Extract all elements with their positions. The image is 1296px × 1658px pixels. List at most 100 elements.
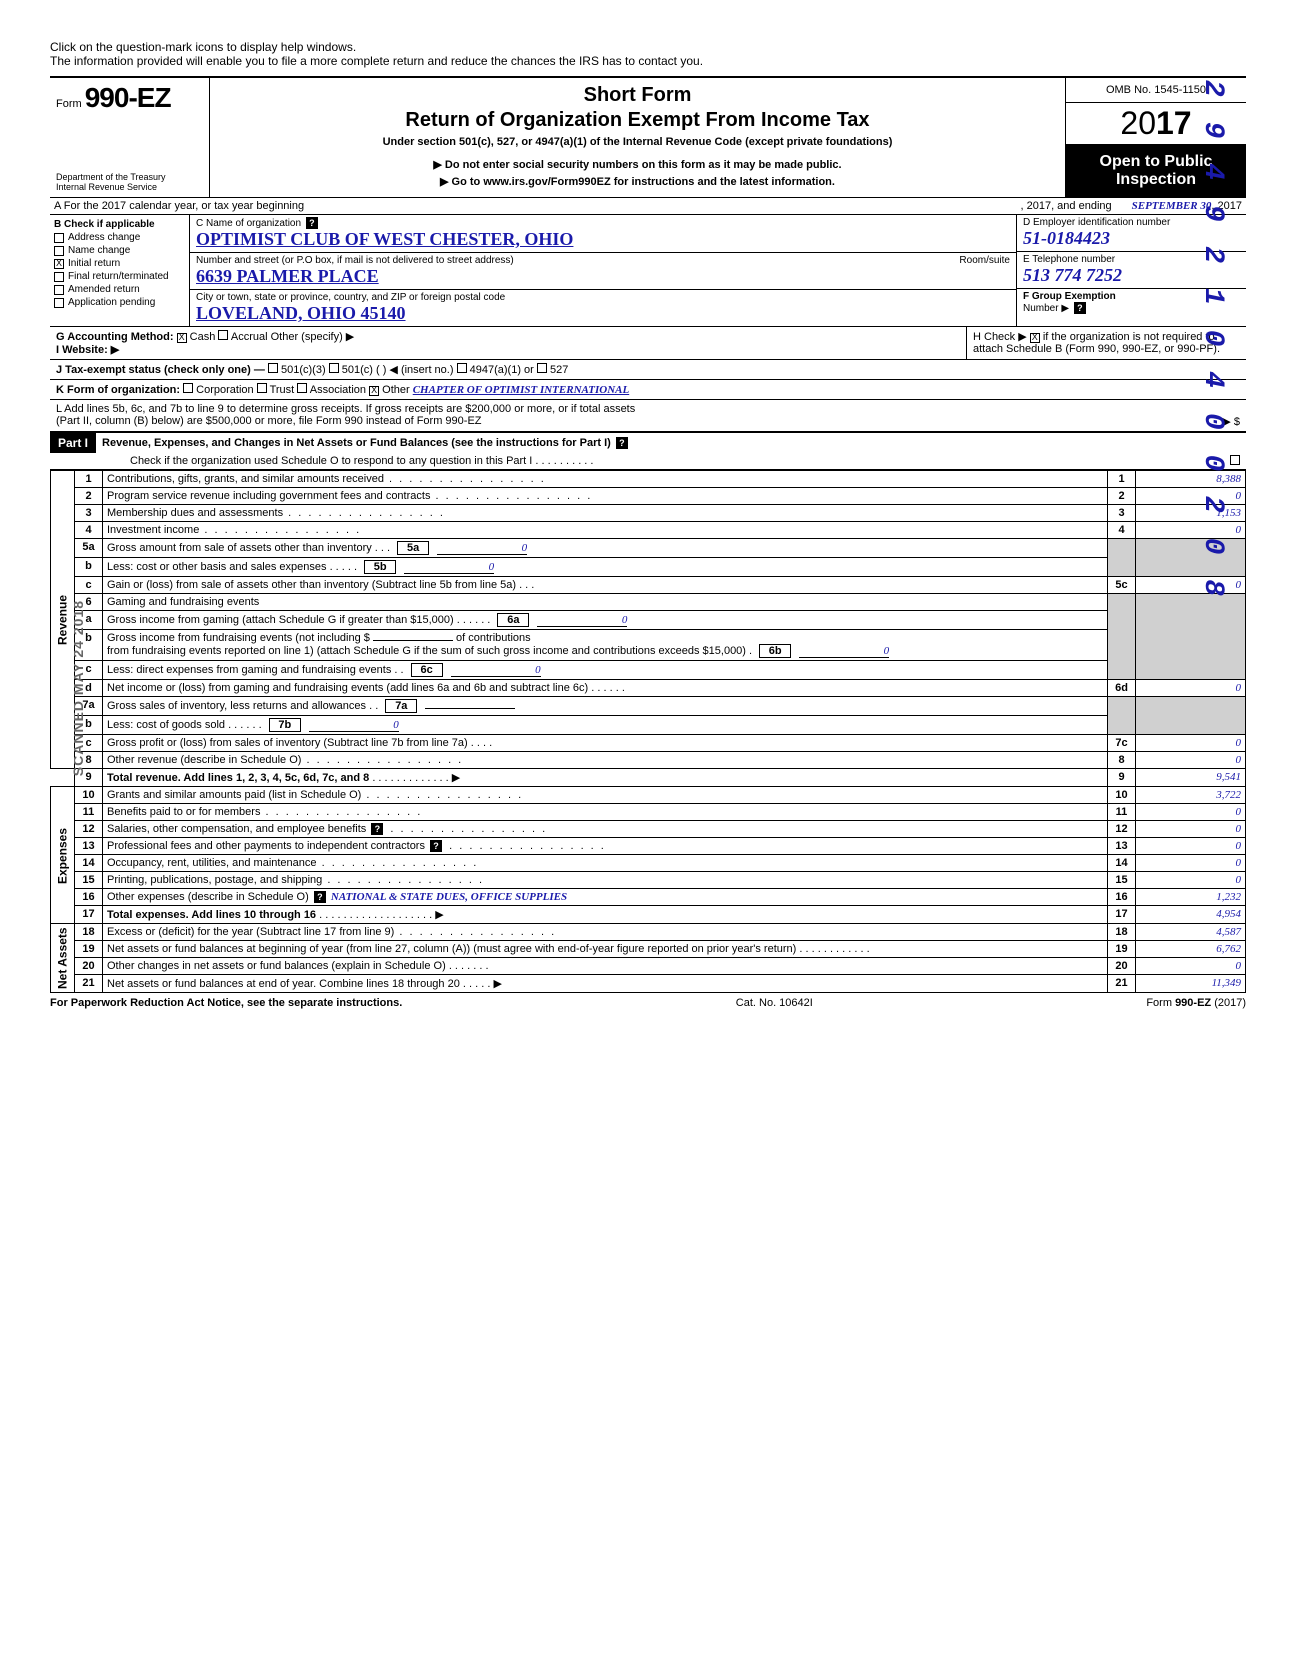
chk-schedule-b[interactable]: X: [1030, 333, 1040, 343]
other-org-value: CHAPTER OF OPTIMIST INTERNATIONAL: [413, 384, 629, 396]
org-name-value: OPTIMIST CLUB OF WEST CHESTER, OHIO: [196, 229, 1010, 250]
line-8: 8 Other revenue (describe in Schedule O)…: [51, 752, 1246, 769]
line-1: Revenue 1 Contributions, gifts, grants, …: [51, 471, 1246, 488]
line-12: 12 Salaries, other compensation, and emp…: [51, 821, 1246, 838]
chk-corp[interactable]: [183, 383, 193, 393]
val-12: 0: [1136, 821, 1246, 838]
val-11: 0: [1136, 804, 1246, 821]
chk-accrual[interactable]: [218, 330, 228, 340]
val-16: 1,232: [1136, 889, 1246, 906]
line-17: 17 Total expenses. Add lines 10 through …: [51, 906, 1246, 924]
org-city-row: City or town, state or province, country…: [190, 290, 1016, 326]
help-icon[interactable]: ?: [306, 217, 318, 229]
group-exempt-number: Number ▶: [1023, 303, 1069, 314]
return-title: Return of Organization Exempt From Incom…: [218, 109, 1057, 132]
line-5b: b Less: cost or other basis and sales ex…: [51, 558, 1246, 577]
line-6d: d Net income or (loss) from gaming and f…: [51, 680, 1246, 697]
row-l-text2: (Part II, column (B) below) are $500,000…: [56, 415, 482, 428]
line-5c: c Gain or (loss) from sale of assets oth…: [51, 577, 1246, 594]
header-center: Short Form Return of Organization Exempt…: [210, 78, 1066, 197]
help-icon[interactable]: ?: [371, 823, 383, 835]
group-exempt-label: F Group Exemption: [1023, 291, 1116, 302]
val-13: 0: [1136, 838, 1246, 855]
help-icon[interactable]: ?: [1074, 302, 1086, 314]
line-20: 20 Other changes in net assets or fund b…: [51, 958, 1246, 975]
line-7b: b Less: cost of goods sold . . . . . . 7…: [51, 716, 1246, 735]
line-9: 9 Total revenue. Add lines 1, 2, 3, 4, 5…: [51, 769, 1246, 787]
val-7c: 0: [1136, 735, 1246, 752]
vertical-id-number: 2 9 4 9 2 1 0 4 0 0 2 0 8: [1197, 80, 1228, 600]
col-b-title: B Check if applicable: [54, 219, 185, 230]
header-left: Form 990-EZ Department of the Treasury I…: [50, 78, 210, 197]
line-3: 3 Membership dues and assessments 3 1,15…: [51, 505, 1246, 522]
row-g-accounting: G Accounting Method: X Cash Accrual Othe…: [50, 327, 1246, 360]
org-form-label: K Form of organization:: [56, 384, 180, 396]
chk-trust[interactable]: [257, 383, 267, 393]
chk-address-change[interactable]: Address change: [54, 232, 185, 243]
page-footer: For Paperwork Reduction Act Notice, see …: [50, 993, 1246, 1013]
part1-title: Revenue, Expenses, and Changes in Net As…: [96, 434, 1246, 452]
form-header: Form 990-EZ Department of the Treasury I…: [50, 76, 1246, 198]
line-6b: b Gross income from fundraising events (…: [51, 630, 1246, 661]
chk-other-org[interactable]: X: [369, 386, 379, 396]
line-7c: c Gross profit or (loss) from sales of i…: [51, 735, 1246, 752]
footer-mid: Cat. No. 10642I: [736, 997, 813, 1009]
row-l-gross-receipts: L Add lines 5b, 6c, and 7b to line 9 to …: [50, 400, 1246, 432]
line-16: 16 Other expenses (describe in Schedule …: [51, 889, 1246, 906]
help-icon[interactable]: ?: [616, 437, 628, 449]
line-11: 11 Benefits paid to or for members 11 0: [51, 804, 1246, 821]
col-c-org-info: C Name of organization ? OPTIMIST CLUB O…: [190, 215, 1016, 326]
chk-name-change[interactable]: Name change: [54, 245, 185, 256]
line-6: 6 Gaming and fundraising events: [51, 594, 1246, 611]
part1-check-text: Check if the organization used Schedule …: [130, 455, 593, 467]
section-bcdef: B Check if applicable Address change Nam…: [50, 215, 1246, 327]
footer-left: For Paperwork Reduction Act Notice, see …: [50, 997, 402, 1009]
under-section: Under section 501(c), 527, or 4947(a)(1)…: [218, 136, 1057, 148]
row-l-text1: L Add lines 5b, 6c, and 7b to line 9 to …: [56, 403, 1240, 415]
help-text: Click on the question-mark icons to disp…: [50, 40, 1246, 68]
val-9: 9,541: [1136, 769, 1246, 787]
val-20: 0: [1136, 958, 1246, 975]
val-18: 4,587: [1136, 924, 1246, 941]
side-expenses: Expenses: [51, 787, 75, 924]
val-15: 0: [1136, 872, 1246, 889]
val-6d: 0: [1136, 680, 1246, 697]
chk-cash[interactable]: X: [177, 333, 187, 343]
val-8: 0: [1136, 752, 1246, 769]
part1-check-row: Check if the organization used Schedule …: [50, 453, 1246, 470]
chk-501c[interactable]: [329, 363, 339, 373]
form-prefix: Form: [56, 98, 82, 110]
chk-final-return[interactable]: Final return/terminated: [54, 271, 185, 282]
lines-table: Revenue 1 Contributions, gifts, grants, …: [50, 470, 1246, 993]
h-check-label: H Check ▶: [973, 331, 1027, 343]
val-4: 0: [1136, 522, 1246, 539]
form-990ez-page: 2 9 4 9 2 1 0 4 0 0 2 0 8 SCANNED MAY 24…: [50, 40, 1246, 1013]
chk-app-pending[interactable]: Application pending: [54, 297, 185, 308]
val-5c: 0: [1136, 577, 1246, 594]
row-a-mid: , 2017, and ending: [1020, 200, 1111, 212]
chk-schedule-o[interactable]: [1230, 455, 1240, 465]
help-line2: The information provided will enable you…: [50, 54, 1246, 68]
chk-initial-return[interactable]: XInitial return: [54, 258, 185, 269]
chk-amended[interactable]: Amended return: [54, 284, 185, 295]
help-icon[interactable]: ?: [314, 891, 326, 903]
website-label: I Website: ▶: [56, 344, 119, 356]
line-14: 14 Occupancy, rent, utilities, and maint…: [51, 855, 1246, 872]
val-1: 8,388: [1136, 471, 1246, 488]
line-13: 13 Professional fees and other payments …: [51, 838, 1246, 855]
help-line1: Click on the question-mark icons to disp…: [50, 40, 1246, 54]
col-b-checkboxes: B Check if applicable Address change Nam…: [50, 215, 190, 326]
line-6a: a Gross income from gaming (attach Sched…: [51, 611, 1246, 630]
val-17: 4,954: [1136, 906, 1246, 924]
chk-527[interactable]: [537, 363, 547, 373]
line-18: Net Assets 18 Excess or (deficit) for th…: [51, 924, 1246, 941]
chk-assoc[interactable]: [297, 383, 307, 393]
chk-4947[interactable]: [457, 363, 467, 373]
chk-501c3[interactable]: [268, 363, 278, 373]
goto-url: ▶ Go to www.irs.gov/Form990EZ for instru…: [218, 175, 1057, 188]
row-k-org-form: K Form of organization: Corporation Trus…: [50, 380, 1246, 400]
line-6c: c Less: direct expenses from gaming and …: [51, 661, 1246, 680]
line-19: 19 Net assets or fund balances at beginn…: [51, 941, 1246, 958]
room-label: Room/suite: [959, 255, 1010, 266]
help-icon[interactable]: ?: [430, 840, 442, 852]
